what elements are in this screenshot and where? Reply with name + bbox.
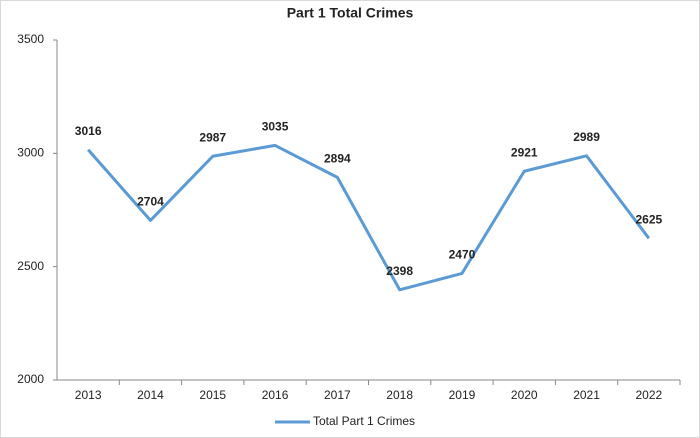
x-tick-label: 2017 xyxy=(324,388,351,402)
data-label: 3035 xyxy=(262,120,289,134)
data-label: 2987 xyxy=(199,130,226,144)
x-tick-label: 2014 xyxy=(137,388,164,402)
data-label: 2921 xyxy=(511,145,538,159)
y-tick-label: 3500 xyxy=(17,32,44,46)
data-label: 2894 xyxy=(324,152,351,166)
x-tick-label: 2018 xyxy=(386,388,413,402)
data-label: 2704 xyxy=(137,195,164,209)
data-label: 2989 xyxy=(573,130,600,144)
x-tick-label: 2020 xyxy=(511,388,538,402)
x-tick-label: 2021 xyxy=(573,388,600,402)
x-tick-label: 2013 xyxy=(75,388,102,402)
data-label: 2470 xyxy=(449,248,476,262)
x-tick-label: 2022 xyxy=(635,388,662,402)
x-tick-label: 2015 xyxy=(199,388,226,402)
data-label: 2398 xyxy=(386,264,413,278)
legend-label: Total Part 1 Crimes xyxy=(313,414,415,428)
data-label: 2625 xyxy=(635,213,662,227)
chart-title: Part 1 Total Crimes xyxy=(287,5,414,21)
x-tick-label: 2016 xyxy=(262,388,289,402)
y-tick-label: 2500 xyxy=(17,259,44,273)
data-label: 3016 xyxy=(75,124,102,138)
y-tick-label: 3000 xyxy=(17,146,44,160)
x-tick-label: 2019 xyxy=(449,388,476,402)
series-line xyxy=(87,143,651,292)
y-tick-label: 2000 xyxy=(17,372,44,386)
